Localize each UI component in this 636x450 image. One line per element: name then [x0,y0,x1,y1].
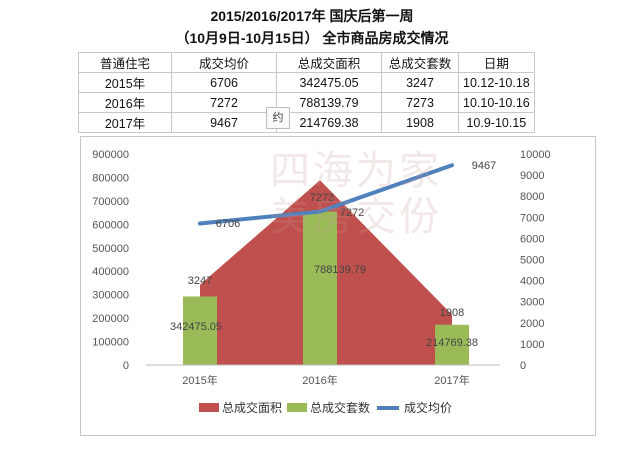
legend-label-line: 成交均价 [404,400,452,415]
x-axis-category-label: 2016年 [302,373,337,387]
right-axis-tick-label: 0 [520,360,526,372]
table-cell[interactable]: 342475.05 [276,72,382,93]
left-axis-tick-label: 200000 [92,313,129,325]
line-data-label: 7272 [340,207,364,219]
bar-total-units [303,211,337,365]
table-cell[interactable]: 3247 [381,72,459,93]
legend-label-area: 总成交面积 [222,400,282,415]
left-axis-tick-label: 500000 [92,243,129,255]
table-cell[interactable]: 214769.38 [276,112,382,133]
right-axis-tick-label: 2000 [520,318,544,330]
line-data-label: 9467 [472,160,496,172]
table-cell[interactable]: 2017年 [78,112,172,133]
area-data-label: 214769.38 [426,337,478,349]
line-series-avg-price [198,163,454,226]
table-row: 2015年 6706 342475.05 3247 10.12-10.18 [78,72,535,93]
x-axis-category-label: 2015年 [182,373,217,387]
left-axis-tick-label: 700000 [92,196,129,208]
table-cell[interactable]: 1908 [381,112,459,133]
left-axis-tick-label: 300000 [92,290,129,302]
area-data-label: 342475.05 [170,321,222,333]
legend-label-bar: 总成交套数 [310,400,370,415]
right-axis-tick-label: 9000 [520,170,544,182]
chart-container[interactable] [80,136,596,436]
right-axis-tick-label: 1000 [520,339,544,351]
right-axis-tick-label: 5000 [520,255,544,267]
left-axis-tick-label: 100000 [92,337,129,349]
table-row: 2017年 9467 214769.38 1908 10.9-10.15 [78,112,535,133]
left-axis-tick-label: 900000 [92,149,129,161]
table-cell[interactable]: 10.12-10.18 [458,72,535,93]
right-axis-tick-label: 8000 [520,191,544,203]
area-data-label: 788139.79 [314,264,366,276]
legend-swatch-area [199,403,219,412]
table-cell[interactable]: 10.10-10.16 [458,92,535,113]
bar-total-units [435,324,469,365]
title-line-1: 2015/2016/2017年 国庆后第一周 [210,8,414,24]
right-axis-tick-label: 6000 [520,233,544,245]
bar-data-label: 1908 [440,307,464,319]
legend-swatch-bar [287,403,307,412]
left-axis-tick-label: 400000 [92,266,129,278]
left-axis-tick-label: 600000 [92,219,129,231]
bar-total-units [183,296,217,365]
autocomplete-tooltip: 约 [266,107,290,129]
table-cell[interactable]: 9467 [171,112,277,133]
title-line-2: （10月9日-10月15日） 全市商品房成交情况 [175,30,449,46]
bar-data-label: 3247 [188,275,212,287]
left-axis-tick-label: 0 [123,360,129,372]
right-axis-tick-label: 7000 [520,212,544,224]
bar-data-label: 7273 [310,192,334,204]
x-axis-category-label: 2017年 [434,373,469,387]
right-axis-tick-label: 4000 [520,276,544,288]
right-axis-tick-label: 3000 [520,297,544,309]
table-cell[interactable]: 10.9-10.15 [458,112,535,133]
right-axis-tick-label: 10000 [520,149,551,161]
line-data-label: 6706 [216,218,240,230]
summary-table: 普通住宅 成交均价 总成交面积 总成交套数 日期 2015年 6706 3424… [78,52,535,133]
left-axis-tick-label: 800000 [92,172,129,184]
